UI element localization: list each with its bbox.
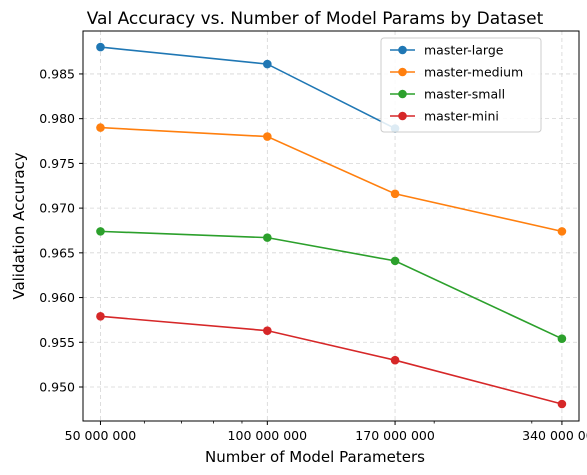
x-tick-label: 340 000 000 (522, 428, 587, 443)
data-point (263, 132, 272, 141)
x-tick-label: 170 000 000 (355, 428, 435, 443)
data-point (96, 312, 105, 321)
series-master-large (96, 42, 400, 133)
y-tick-label: 0.955 (39, 335, 75, 350)
legend-swatch-marker (398, 111, 407, 121)
data-point (390, 189, 400, 199)
legend-label: master-small (424, 87, 505, 102)
series-line (100, 126, 563, 233)
legend-swatch-marker (398, 45, 407, 55)
x-axis: 50 000 000 100 000 000 170 000 000 340 000 … (65, 421, 587, 443)
series-master-medium (96, 123, 567, 236)
y-tick-label: 0.985 (39, 66, 75, 81)
legend-label: master-medium (424, 65, 523, 80)
legend-label: master-mini (424, 109, 499, 124)
chart-title: Val Accuracy vs. Number of Model Params … (87, 9, 544, 29)
y-tick-label: 0.965 (39, 245, 75, 260)
legend-box (380, 37, 542, 133)
x-tick-label: 100 000 000 (228, 428, 308, 443)
data-point (390, 355, 400, 365)
legend-swatch-marker (398, 89, 407, 99)
series-master-small (96, 227, 567, 344)
y-tick-label: 0.960 (39, 290, 75, 305)
y-tick-label: 0.980 (39, 111, 75, 126)
data-point (390, 256, 400, 266)
y-axis: 0.950 0.955 0.960 0.965 0.970 0.975 0.980 0.985 (39, 66, 83, 395)
plot-frame (82, 30, 580, 422)
data-point (96, 42, 105, 52)
series-line (100, 46, 396, 130)
y-axis-label: Validation Accuracy (10, 152, 28, 299)
series-line (100, 315, 563, 405)
x-axis-label: Number of Model Parameters (205, 448, 425, 466)
legend-item: master-medium (390, 65, 523, 80)
data-point (263, 233, 272, 242)
data-point (557, 334, 567, 344)
data-point (557, 227, 567, 236)
y-tick-label: 0.970 (39, 201, 75, 216)
legend-swatch-marker (398, 67, 407, 77)
data-point (263, 326, 272, 335)
data-point (96, 227, 105, 236)
series-line (100, 230, 563, 340)
y-tick-label: 0.950 (39, 380, 75, 395)
data-point (557, 399, 567, 409)
series-layer (96, 42, 567, 409)
x-tick-label: 50 000 000 (65, 428, 137, 443)
data-point (96, 123, 105, 132)
legend: master-large master-medium master-small mas… (380, 37, 542, 133)
series-master-mini (96, 312, 567, 409)
y-tick-label: 0.975 (39, 156, 75, 171)
legend-item: master-large (390, 43, 504, 58)
data-point (263, 59, 272, 69)
legend-item: master-small (390, 87, 505, 102)
legend-label: master-large (424, 43, 504, 58)
legend-item: master-mini (390, 109, 499, 124)
